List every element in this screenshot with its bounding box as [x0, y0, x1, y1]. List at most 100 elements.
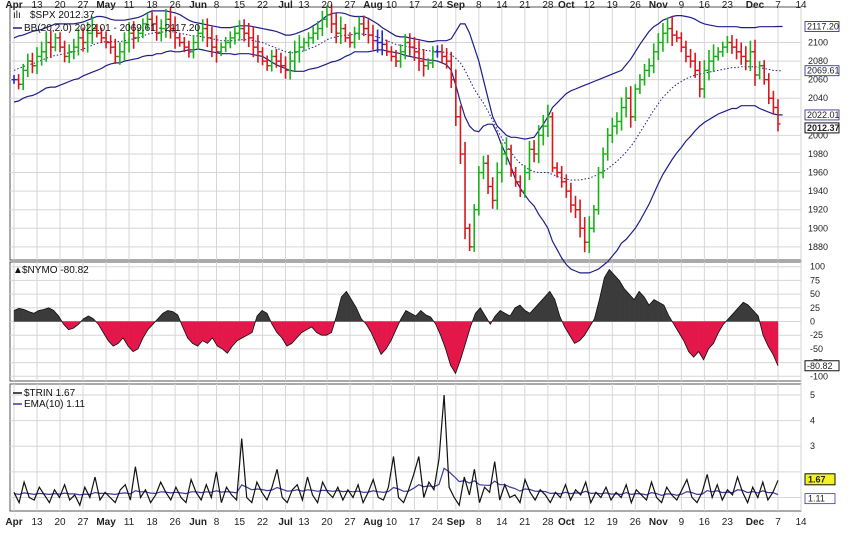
- ohlc-bar: [761, 60, 767, 85]
- nymo-legend-icon: ▲: [13, 265, 23, 276]
- nymo-segment: [351, 298, 357, 322]
- ohlc-bar: [347, 32, 353, 48]
- ohlc-bar: [416, 40, 422, 72]
- ohlc-bar: [370, 24, 376, 50]
- svg-text:1.11: 1.11: [808, 494, 825, 504]
- ema-line: [13, 467, 779, 497]
- ohlc-bar: [770, 90, 776, 115]
- ohlc-bar: [586, 216, 592, 254]
- ohlc-bar: [154, 15, 160, 41]
- ohlc-bar: [292, 40, 298, 72]
- x-tick-label: Jun: [189, 517, 207, 528]
- x-tick-label: Aug: [363, 0, 382, 11]
- ohlc-bar: [609, 117, 615, 143]
- ohlc-bar: [467, 223, 473, 252]
- ohlc-bar: [379, 30, 385, 56]
- ohlc-bar: [499, 142, 505, 183]
- ohlc-bar: [112, 38, 118, 64]
- ohlc-bar: [683, 40, 689, 63]
- ohlc-bar: [117, 42, 123, 65]
- ohlc-bar: [121, 32, 127, 61]
- nymo-segment: [415, 310, 422, 322]
- svg-text:2022.01: 2022.01: [807, 110, 840, 120]
- svg-text:2012.37: 2012.37: [807, 123, 840, 133]
- ohlc-bar: [287, 50, 293, 80]
- ohlc-bar: [494, 162, 500, 210]
- ohlc-bar: [29, 52, 35, 74]
- ohlc-bar: [697, 61, 703, 98]
- nymo-y-tick: 0: [810, 317, 815, 327]
- x-tick-label: Oct: [558, 517, 575, 528]
- nymo-segment: [619, 279, 625, 322]
- nymo-segment: [475, 307, 481, 322]
- bb-upper-flag: 2117.20: [804, 21, 840, 32]
- ohlc-bar: [181, 36, 187, 53]
- ohlc-bar: [241, 19, 247, 42]
- ohlc-bar: [669, 16, 675, 46]
- ohlc-bar: [743, 46, 749, 71]
- x-tick-label: Oct: [558, 0, 575, 11]
- ohlc-bar: [200, 19, 206, 42]
- x-tick-label: 9: [679, 0, 685, 11]
- ohlc-bar: [775, 99, 781, 132]
- nymo-y-tick: -50: [810, 344, 823, 354]
- ohlc-bar: [384, 39, 390, 56]
- x-tick-label: 20: [54, 0, 66, 11]
- x-tick-label: May: [96, 517, 116, 528]
- x-tick-label: May: [96, 0, 116, 11]
- ohlc-bar: [25, 53, 31, 78]
- bb-lower-line: [13, 48, 783, 274]
- ohlc-bar: [57, 32, 63, 53]
- ohlc-bar: [338, 16, 344, 45]
- nymo-segment: [767, 321, 774, 356]
- ohlc-bar: [352, 26, 358, 49]
- nymo-segment: [232, 321, 238, 347]
- ohlc-bar: [757, 61, 763, 80]
- nymo-segment: [192, 321, 198, 347]
- ohlc-bar: [11, 75, 17, 84]
- ohlc-bar: [398, 44, 404, 68]
- nymo-segment: [539, 296, 546, 322]
- x-tick-label: Apr: [5, 0, 22, 11]
- ohlc-bar: [766, 73, 772, 105]
- bb-legend-title: BB(20,2.0) 2022.01 - 2069.61 - 2117.20: [24, 23, 200, 34]
- ohlc-bar: [605, 127, 611, 161]
- ohlc-bar: [167, 8, 173, 39]
- x-tick-label: 11: [124, 0, 135, 11]
- ohlc-bar: [674, 30, 680, 43]
- x-tick-label: 17: [409, 0, 421, 11]
- x-tick-label: 27: [77, 0, 89, 11]
- ohlc-bar: [149, 11, 155, 31]
- ohlc-bar: [227, 31, 233, 49]
- ohlc-bar: [315, 21, 321, 40]
- x-tick-label: 19: [607, 517, 619, 528]
- ohlc-bar: [623, 87, 629, 118]
- price-y-tick: 2100: [808, 38, 828, 48]
- ohlc-bar: [296, 35, 302, 63]
- x-tick-label: Apr: [5, 517, 22, 528]
- ohlc-bar: [462, 141, 468, 240]
- y-axes: 1880190019201940196019802000202020402060…: [808, 38, 828, 452]
- nymo-segment: [38, 309, 44, 322]
- ohlc-bar: [375, 29, 381, 53]
- x-tick-label: 15: [234, 517, 246, 528]
- nymo-segment: [698, 321, 704, 361]
- ohlc-bar: [485, 154, 491, 195]
- ohlc-bar: [310, 26, 316, 44]
- ohlc-bar: [448, 51, 454, 89]
- x-tick-label: 24: [432, 0, 444, 11]
- ohlc-bar: [356, 16, 362, 40]
- ohlc-bar: [223, 36, 229, 53]
- x-tick-label: 27: [344, 517, 356, 528]
- last-price-flag: 2012.37: [804, 122, 840, 134]
- x-tick-label: Sep: [447, 0, 465, 11]
- ohlc-bar: [651, 43, 657, 74]
- ohlc-bar: [711, 44, 717, 72]
- ohlc-bar: [39, 41, 45, 66]
- x-tick-label: 16: [699, 517, 711, 528]
- ohlc-bar: [632, 84, 638, 121]
- price-legend: ılı $SPX 2012.37 BB(20,2.0) 2022.01 - 20…: [13, 10, 200, 34]
- ohlc-bar: [319, 10, 325, 37]
- nymo-segment: [53, 310, 59, 322]
- nymo-segment: [43, 307, 49, 322]
